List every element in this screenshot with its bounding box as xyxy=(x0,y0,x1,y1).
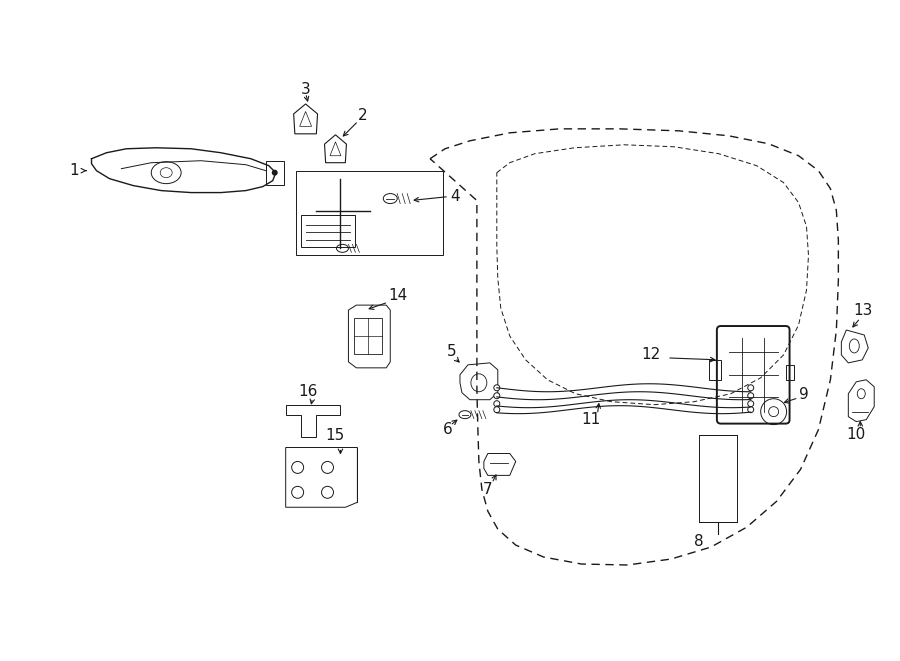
Circle shape xyxy=(748,401,753,407)
Bar xyxy=(266,161,284,184)
Circle shape xyxy=(748,393,753,399)
Text: 2: 2 xyxy=(357,108,367,124)
Bar xyxy=(296,171,443,255)
Text: 9: 9 xyxy=(798,387,808,403)
Bar xyxy=(301,215,356,247)
Text: 16: 16 xyxy=(299,384,318,399)
Text: 14: 14 xyxy=(388,288,408,303)
Text: 15: 15 xyxy=(326,428,345,443)
Bar xyxy=(786,365,794,380)
Text: 11: 11 xyxy=(581,412,601,427)
Circle shape xyxy=(494,407,500,412)
Bar xyxy=(709,360,721,380)
Text: 7: 7 xyxy=(483,482,492,497)
Text: 8: 8 xyxy=(694,533,704,549)
Text: 10: 10 xyxy=(847,427,866,442)
Text: 3: 3 xyxy=(301,81,310,97)
Circle shape xyxy=(494,401,500,407)
Text: 13: 13 xyxy=(853,303,873,317)
Text: 5: 5 xyxy=(447,344,457,360)
Bar xyxy=(699,434,737,522)
Circle shape xyxy=(748,407,753,412)
Text: 6: 6 xyxy=(443,422,453,437)
Circle shape xyxy=(272,170,278,176)
Text: 12: 12 xyxy=(642,348,661,362)
Circle shape xyxy=(494,393,500,399)
Circle shape xyxy=(494,385,500,391)
Circle shape xyxy=(748,385,753,391)
Bar xyxy=(355,318,382,354)
Text: 1: 1 xyxy=(70,163,79,178)
Text: 4: 4 xyxy=(450,189,460,204)
